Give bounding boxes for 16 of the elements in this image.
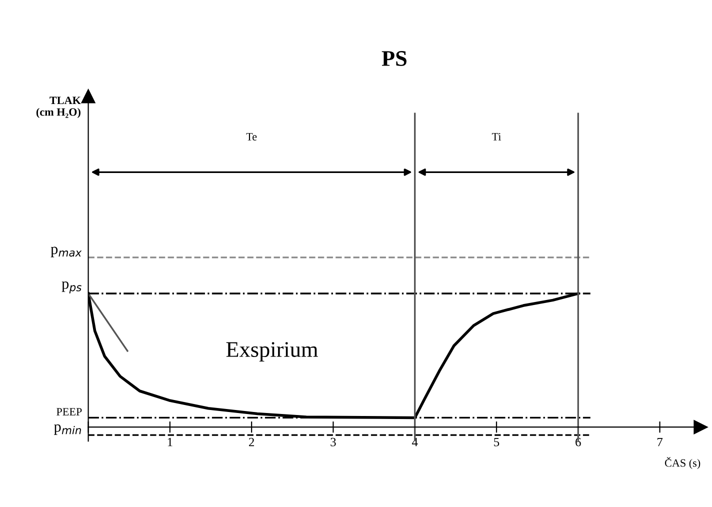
text: Te: [246, 133, 257, 140]
x-tick-label: 3: [330, 438, 336, 446]
text: TLAK (cm H₂O): [36, 96, 81, 118]
ref-line-label: p$_{ps}$: [62, 281, 82, 294]
x-tick-label: 6: [576, 438, 581, 446]
x-tick-label: 7: [657, 438, 663, 446]
text: Ti: [492, 133, 502, 140]
x-tick-label: 1: [168, 438, 172, 446]
chart-title: PS: [382, 51, 406, 66]
x-tick-label: 5: [494, 438, 500, 446]
annotation: Exspirium: [226, 342, 318, 362]
ref-line-label: p$_{max}$: [50, 246, 82, 258]
ref-line-label: PEEP: [56, 408, 82, 416]
x-axis-title: ČAS (s): [664, 457, 700, 470]
ref-line-label: p$_{min}$: [54, 424, 81, 435]
x-tick-label: 2: [248, 438, 254, 446]
